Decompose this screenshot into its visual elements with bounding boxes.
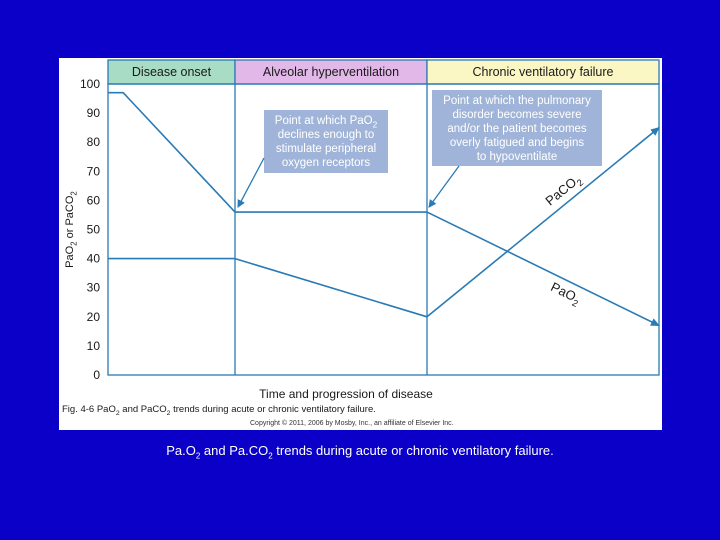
phase-header-2 [234,59,428,85]
plot-area-border [107,83,660,376]
slide-caption: Pa.O2 and Pa.CO2 trends during acute or … [0,443,720,461]
figure-caption: Fig. 4-6 PaO2 and PaCO2 trends during ac… [62,404,376,417]
y-axis-label: PaO2 or PaCO2 [64,191,78,268]
y-tick-label-0: 0 [93,368,100,382]
caption-sub-2: 2 [268,451,273,461]
figure-panel: Disease onset Alveolar hyperventilation Ch… [59,58,662,430]
copyright-notice: Copyright © 2011, 2006 by Mosby, Inc., a… [250,419,454,427]
y-tick-label-50: 50 [87,223,101,237]
callout-text-1: Point at which PaO2 declines enough to sti… [275,115,378,169]
caption-middle: and Pa.CO [200,443,269,458]
y-tick-label-60: 60 [87,193,101,207]
y-tick-label-70: 70 [87,164,101,178]
caption-prefix: Pa.O [166,443,196,458]
series-line-2 [108,127,660,318]
x-axis-label: Time and progression of disease [259,387,433,401]
y-tick-label-10: 10 [87,339,101,353]
y-axis-ticks: 0 10 20 30 40 50 60 70 80 90 100 [80,77,100,382]
phase-header-1 [107,59,236,85]
plot-frame [107,83,660,376]
phase-label-1: Disease onset [132,65,212,79]
callout-arrow-2 [428,165,460,208]
y-tick-label-100: 100 [80,77,100,91]
phase-header-band: Disease onset Alveolar hyperventilation Ch… [107,59,660,85]
caption-suffix: trends during acute or chronic ventilato… [272,443,554,458]
series-line-1 [108,91,660,327]
y-tick-label-20: 20 [87,310,101,324]
callouts: Point at which PaO2 declines enough to sti… [237,90,602,208]
callout-box-1 [264,110,388,173]
y-tick-label-80: 80 [87,135,101,149]
y-tick-label-40: 40 [87,252,101,266]
phase-label-3: Chronic ventilatory failure [472,65,613,79]
callout-text-2: Point at which the pulmonary disorder bec… [443,95,591,163]
caption-sub-1: 2 [195,451,201,461]
phase-label-2: Alveolar hyperventilation [263,65,399,79]
y-tick-label-90: 90 [87,106,101,120]
series-label-1: PaO2 [547,279,583,309]
callout-arrow-1 [237,157,265,208]
ventilation-chart: Disease onset Alveolar hyperventilation Ch… [62,59,660,427]
callout-box-2 [432,90,602,166]
y-tick-label-30: 30 [87,281,101,295]
